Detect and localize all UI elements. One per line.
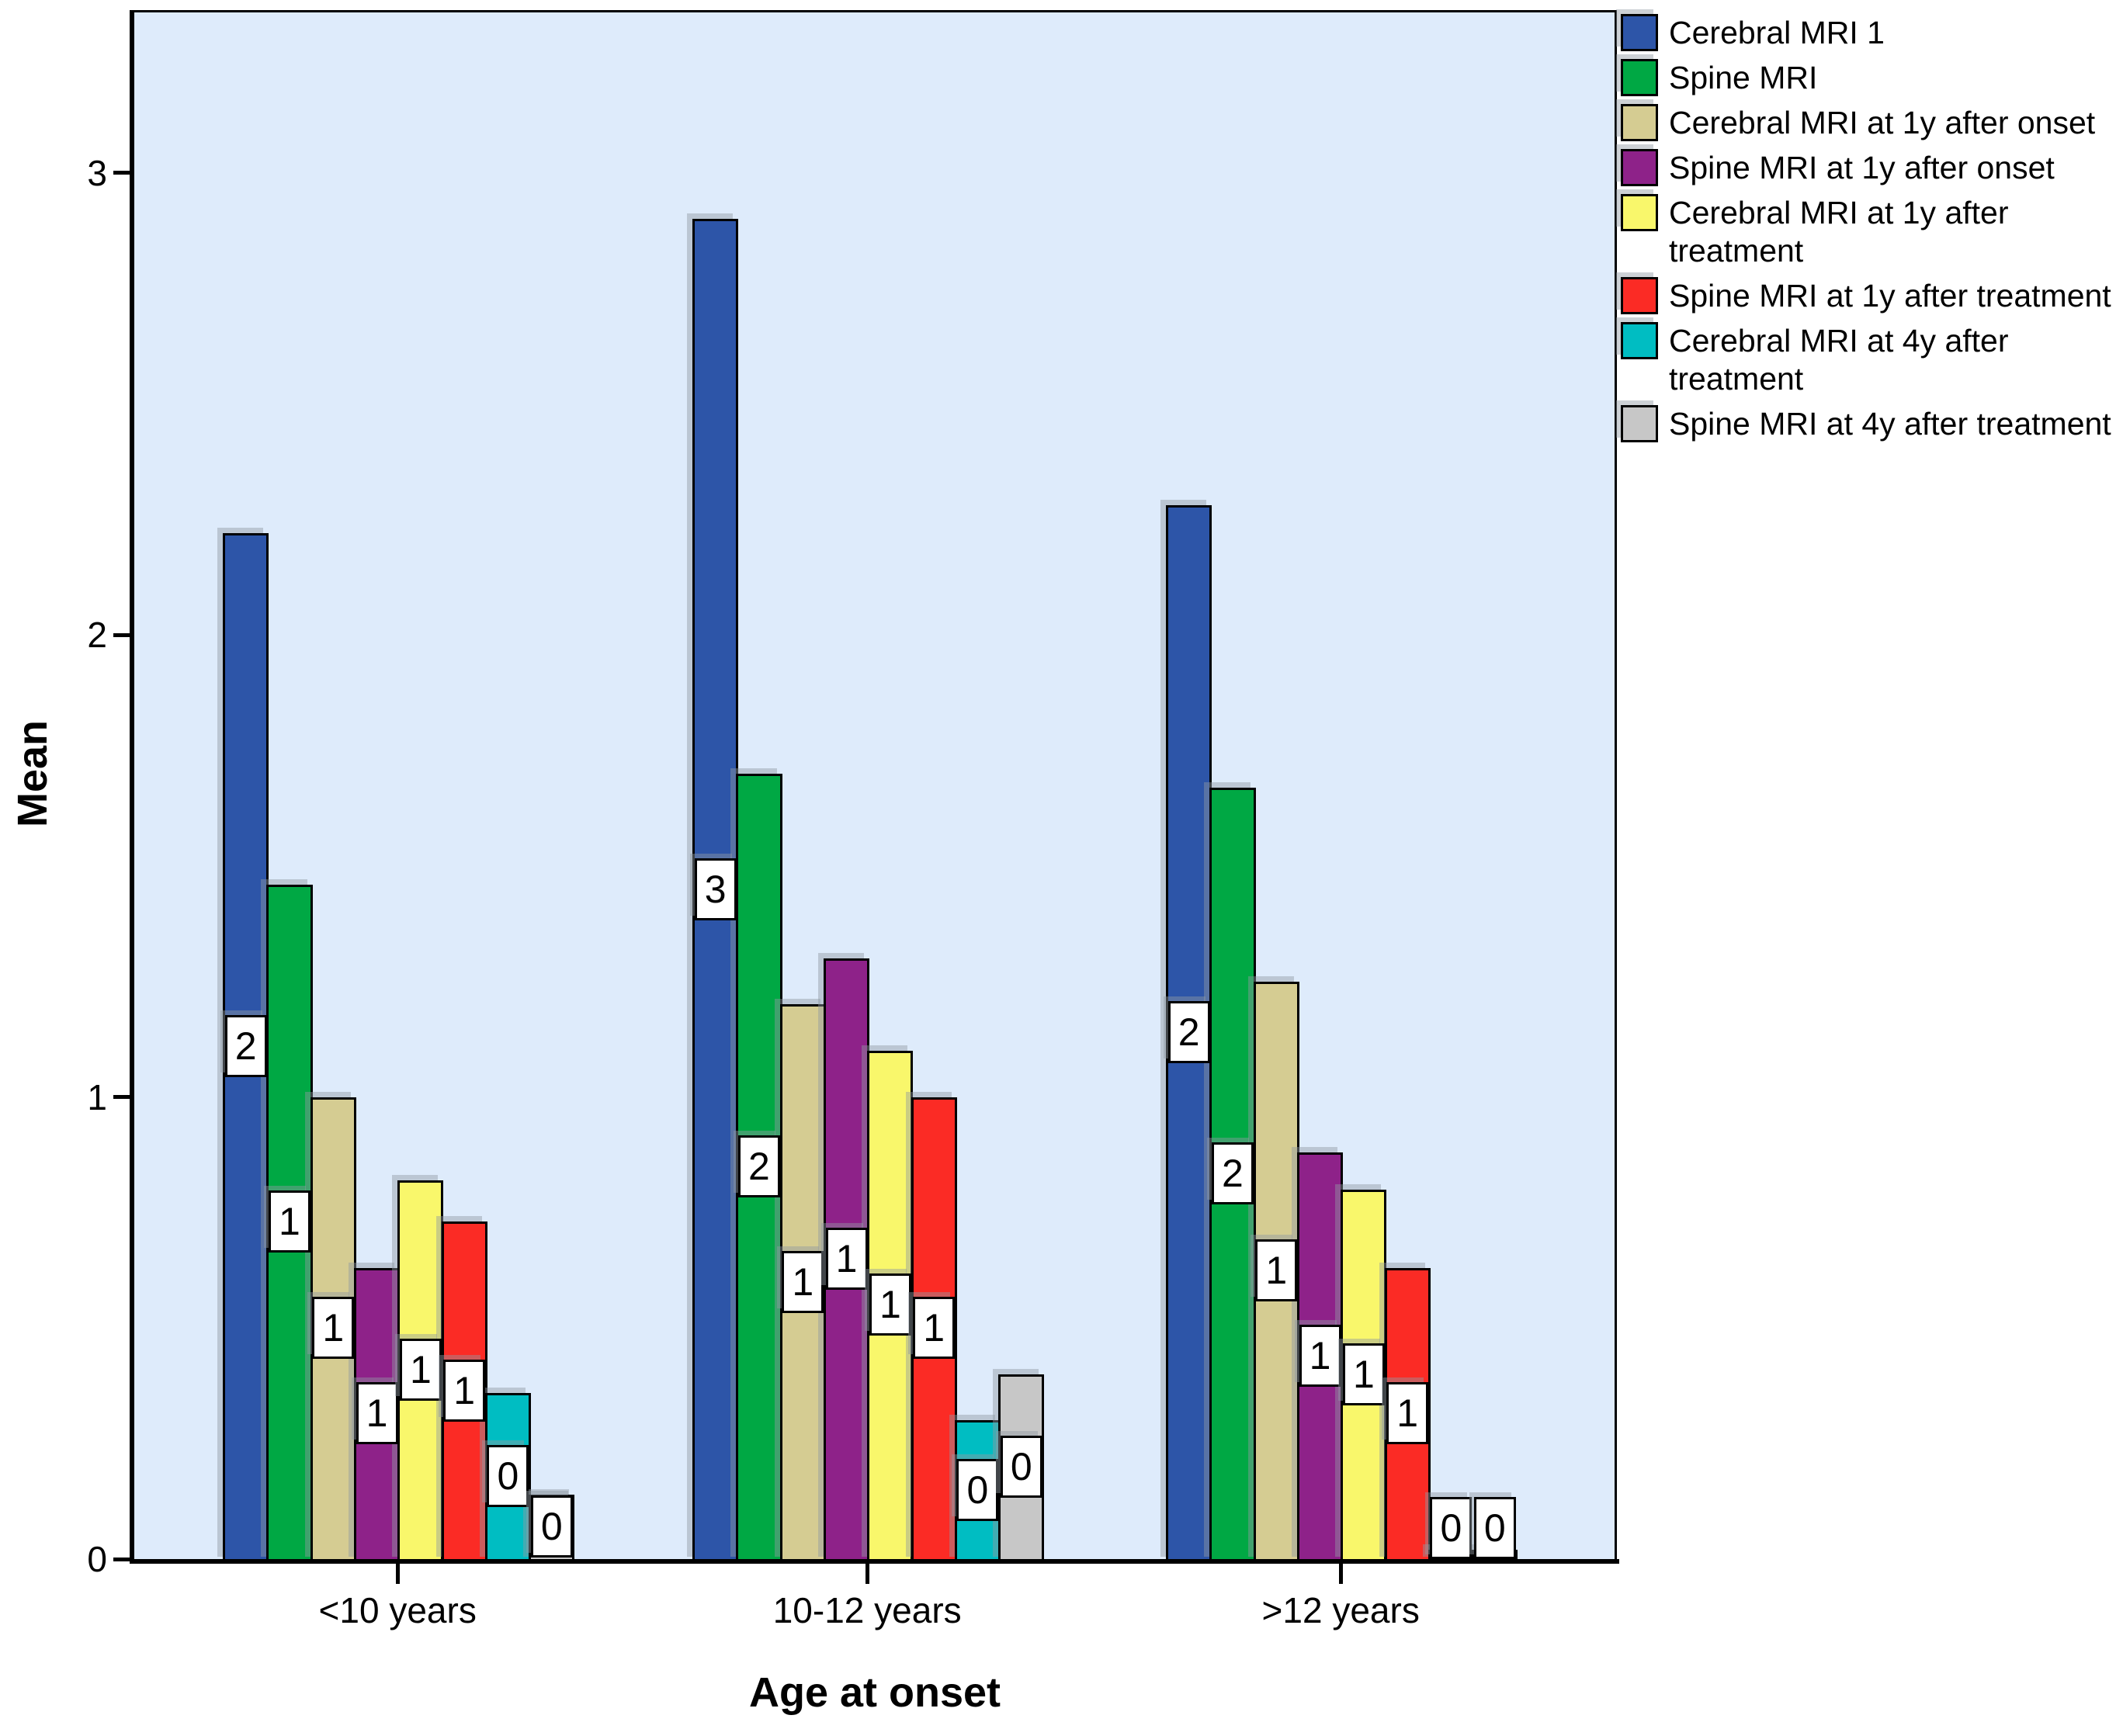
- x-axis-line: [130, 1559, 1619, 1564]
- bar-value-label: 2: [224, 1014, 267, 1077]
- legend-swatch-icon: [1621, 14, 1658, 51]
- legend-item: Cerebral MRI at 1y after treatment: [1621, 194, 2123, 270]
- legend-item: Spine MRI at 1y after treatment: [1621, 277, 2123, 315]
- bar-value-label: 1: [825, 1227, 868, 1290]
- y-axis-title: Mean: [9, 719, 56, 828]
- bar-value-label: 1: [1299, 1324, 1341, 1387]
- legend-item: Cerebral MRI 1: [1621, 14, 2123, 52]
- y-axis-line: [130, 10, 134, 1564]
- legend: Cerebral MRI 1 Spine MRI Cerebral MRI at 1…: [1621, 14, 2123, 450]
- legend-label: Cerebral MRI at 1y after treatment: [1669, 195, 2009, 269]
- bar-value-label: 2: [1211, 1142, 1254, 1204]
- legend-label: Spine MRI at 1y after treatment: [1669, 278, 2111, 314]
- y-tick-label: 3: [87, 152, 107, 193]
- legend-label: Cerebral MRI at 4y after treatment: [1669, 323, 2009, 397]
- bar-value-label: 3: [694, 858, 737, 920]
- legend-item: Spine MRI: [1621, 59, 2123, 97]
- y-tick: [113, 1095, 134, 1099]
- bar-value-label: 1: [443, 1359, 486, 1422]
- legend-label: Spine MRI at 1y after onset: [1669, 150, 2055, 185]
- bar-value-label: 1: [782, 1250, 824, 1313]
- bar-value-label: 0: [956, 1458, 999, 1521]
- legend-swatch-icon: [1621, 322, 1658, 359]
- bar-value-label: 1: [1386, 1382, 1429, 1445]
- y-tick: [113, 632, 134, 637]
- legend-label: Cerebral MRI 1: [1669, 15, 1885, 50]
- x-tick: [865, 1564, 869, 1584]
- y-tick-label: 2: [87, 615, 107, 655]
- bar-value-label: 1: [399, 1338, 442, 1401]
- legend-swatch-icon: [1621, 277, 1658, 314]
- bar-value-label: 1: [356, 1382, 398, 1445]
- bar-value-label: 1: [268, 1190, 310, 1253]
- x-category-label: >12 years: [1261, 1590, 1420, 1630]
- bar-value-label: 2: [737, 1135, 780, 1197]
- y-tick: [113, 171, 134, 175]
- y-tick-label: 1: [87, 1076, 107, 1117]
- legend-label: Cerebral MRI at 1y after onset: [1669, 105, 2096, 140]
- bar-value-label: 1: [1342, 1343, 1385, 1405]
- legend-swatch-icon: [1621, 104, 1658, 141]
- legend-swatch-icon: [1621, 194, 1658, 231]
- x-tick: [1338, 1564, 1343, 1584]
- legend-item: Cerebral MRI at 1y after onset: [1621, 104, 2123, 142]
- legend-swatch-icon: [1621, 59, 1658, 96]
- bar-value-label: 0: [1430, 1497, 1473, 1559]
- bar-value-label: 2: [1167, 1001, 1210, 1064]
- legend-label: Spine MRI: [1669, 60, 1818, 95]
- bar-value-label: 1: [913, 1297, 956, 1360]
- legend-item: Spine MRI at 1y after onset: [1621, 149, 2123, 187]
- y-tick: [113, 1557, 134, 1561]
- x-axis-title: Age at onset: [748, 1669, 1001, 1716]
- x-category-label: 10-12 years: [772, 1590, 962, 1630]
- bar-value-label: 0: [487, 1444, 529, 1507]
- legend-label: Spine MRI at 4y after treatment: [1669, 406, 2111, 442]
- bar-value-label: 1: [1255, 1239, 1298, 1301]
- legend-item: Spine MRI at 4y after treatment: [1621, 405, 2123, 443]
- x-category-label: <10 years: [318, 1590, 477, 1630]
- legend-swatch-icon: [1621, 149, 1658, 186]
- bar-value-label: 0: [530, 1495, 573, 1558]
- y-tick-label: 0: [87, 1539, 107, 1579]
- legend-swatch-icon: [1621, 405, 1658, 442]
- legend-item: Cerebral MRI at 4y after treatment: [1621, 322, 2123, 398]
- bar-value-label: 0: [1473, 1497, 1516, 1559]
- bar-value-label: 0: [1000, 1435, 1042, 1498]
- bar-value-label: 1: [312, 1297, 355, 1360]
- bar-value-label: 1: [869, 1273, 911, 1336]
- x-tick: [395, 1564, 400, 1584]
